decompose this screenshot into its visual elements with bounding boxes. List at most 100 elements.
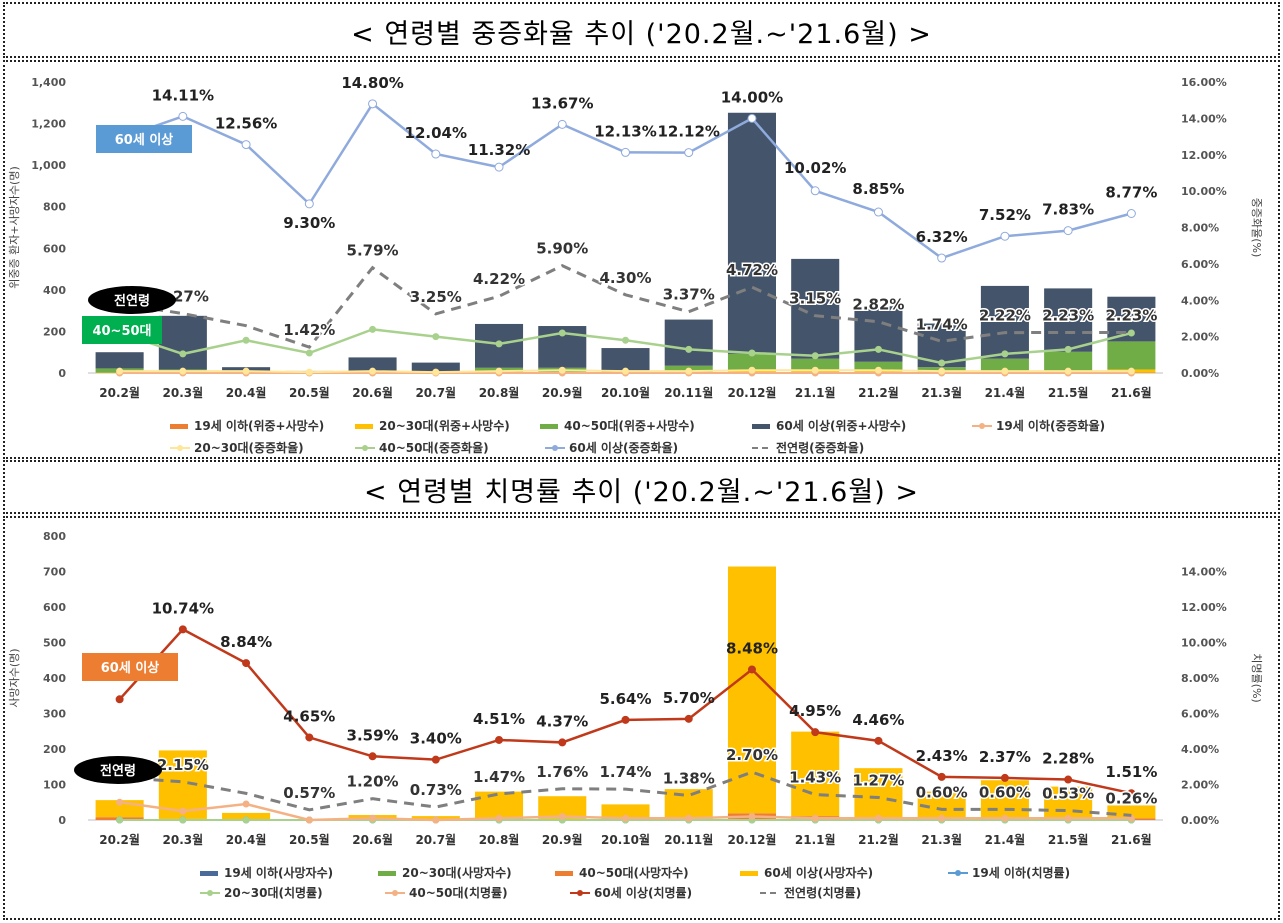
c1-label-60: 8.77% [1105,183,1157,201]
c1-box-all-label: 전연령 [114,293,150,309]
title-frame-2 [3,460,1280,514]
c1-point-1 [495,367,503,375]
c2-y-tick-label: 400 [43,672,66,685]
c2-point-2 [369,814,377,822]
c2-x-tick-label: 20.8월 [479,832,520,847]
c1-x-tick-label: 20.3월 [163,385,204,400]
c1-y-axis-label: 위중증 환자+사망자수(명) [8,166,21,289]
c2-point-2 [1064,814,1072,822]
c1-point-1 [369,367,377,375]
c2-x-tick-label: 21.4월 [985,832,1026,847]
c1-point-3 [873,207,883,217]
c1-label-all: 1.42% [283,321,335,339]
c2-point-3 [115,695,124,704]
c1-label-all: 2.23% [1042,306,1094,324]
c1-y2-tick-label: 2.00% [1181,331,1219,344]
c2-label-all: 0.57% [283,784,335,802]
c2-point-2 [242,800,250,808]
c2-point-1 [242,816,250,824]
c2-point-2 [938,814,946,822]
c2-point-3 [1000,773,1009,782]
c2-bar-3 [158,750,207,819]
c1-x-tick-label: 20.6월 [352,385,393,400]
c1-label-60: 13.67% [531,94,593,112]
c1-point-3 [494,162,504,172]
c1-legend-marker [979,423,985,429]
c1-bar-3 [348,357,397,371]
c1-point-1 [305,368,313,376]
c2-point-2 [432,816,440,824]
c1-legend-marker [362,445,368,451]
c2-label-all: 2.70% [726,746,778,764]
c1-point-1 [116,367,124,375]
c2-legend-marker [392,890,398,896]
c1-legend-swatch [540,424,558,429]
c1-point-1 [874,366,882,374]
c2-label-all: 1.27% [852,771,904,789]
c2-legend-label: 20~30대(사망자수) [402,865,512,880]
c2-bar-3 [727,566,776,814]
c1-box-60 [96,125,192,153]
c2-legend-swatch [378,871,396,876]
c2-box-all [74,756,162,784]
c1-legend-label: 40~50대(중증화율) [379,440,489,455]
c2-point-1 [179,816,187,824]
c1-bar-2 [791,358,840,372]
c1-point-3 [937,253,947,263]
c1-point-2 [305,349,313,357]
c1-label-all: 2.82% [852,296,904,314]
c2-y-tick-label: 200 [43,743,66,756]
c1-point-1 [622,367,629,375]
c2-point-3 [684,714,693,723]
c1-label-60: 14.80% [341,74,403,92]
c2-x-tick-label: 20.3월 [163,832,204,847]
c2-point-3 [178,625,187,634]
c1-point-2 [811,352,819,360]
c1-point-2 [1001,350,1009,358]
c2-bar-3 [854,768,903,818]
c1-point-2 [179,350,187,358]
c2-point-2 [811,814,819,822]
c2-legend-label: 60세 이상(사망자수) [764,865,873,880]
c2-point-3 [242,659,251,668]
c1-legend-label: 20~30대(위중+사망수) [379,418,510,433]
c2-y-axis-label: 사망자수(명) [8,648,21,707]
c2-x-tick-label: 21.2월 [858,832,899,847]
c2-legend-label: 전연령(치명률) [784,885,861,900]
c2-y2-tick-label: 14.00% [1181,566,1227,579]
c2-label-60: 5.64% [599,690,651,708]
c2-point-1 [116,816,124,824]
c1-x-tick-label: 20.12월 [727,385,776,400]
c2-x-tick-label: 20.9월 [542,832,583,847]
c1-point-1 [938,367,946,375]
c2-legend-label: 19세 이하(치명률) [972,865,1070,880]
c1-label-60: 7.52% [979,206,1031,224]
c2-point-2 [179,807,187,815]
c1-label-all: 5.79% [347,242,399,260]
c2-legend-label: 19세 이하(사망자수) [224,865,333,880]
c1-x-tick-label: 20.2월 [99,385,140,400]
c1-bar-2 [1044,351,1093,371]
c2-label-60: 3.59% [347,726,399,744]
c2-label-60: 4.37% [536,712,588,730]
c2-y2-tick-label: 10.00% [1181,637,1227,650]
c2-y2-tick-label: 4.00% [1181,743,1219,756]
c2-x-tick-label: 21.6월 [1111,832,1152,847]
c1-label-60: 7.83% [1042,201,1094,219]
c1-label-all: 3.25% [410,288,462,306]
c2-point-2 [748,812,756,820]
c1-bar-3 [95,352,144,369]
c1-x-tick-label: 21.6월 [1111,385,1152,400]
c1-y-tick-label: 400 [43,284,66,297]
c1-point-1 [432,368,440,376]
c1-legend-marker [552,445,558,451]
c1-legend-label: 40~50대(위중+사망수) [564,418,695,433]
c2-y-tick-label: 800 [43,530,66,543]
c2-bar-3 [1044,786,1093,819]
c2-bar-3 [791,731,840,817]
c2-label-all: 0.53% [1042,785,1094,803]
c2-point-3 [1064,775,1073,784]
c1-legend-label: 60세 이상(중증화율) [569,440,678,455]
c1-label-60: 8.85% [852,180,904,198]
